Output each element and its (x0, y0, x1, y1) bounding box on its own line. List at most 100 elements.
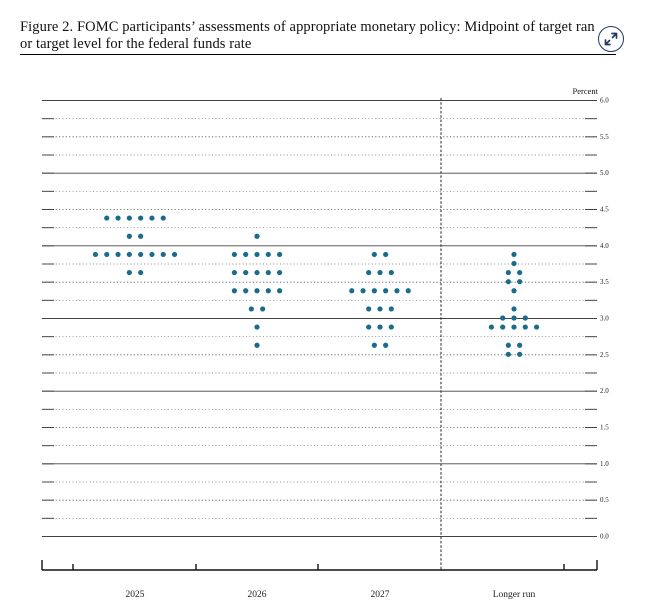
y-tick-label: 0.5 (600, 496, 609, 504)
y-tick-label: 5.0 (600, 169, 609, 177)
figure-caption: Figure 2. FOMC participants’ assessments… (20, 19, 605, 53)
participant-dot (104, 215, 110, 221)
participant-dot (138, 215, 144, 221)
participant-dot (104, 251, 110, 258)
participant-dot (138, 233, 144, 239)
participant-dot (388, 306, 394, 312)
participant-dot (254, 269, 260, 276)
participant-dot (500, 315, 506, 321)
participant-dot (254, 342, 260, 348)
participant-dot (126, 251, 132, 258)
x-tick-label: 2025 (126, 590, 145, 600)
participant-dot (517, 279, 523, 285)
participant-dot (505, 351, 511, 357)
participant-dot (377, 306, 383, 312)
participant-dot (231, 269, 237, 276)
participant-dot (534, 324, 540, 330)
participant-dot (388, 324, 394, 330)
participant-dot (383, 288, 389, 294)
y-tick-label: 2.5 (600, 351, 609, 359)
participant-dot (511, 324, 517, 330)
x-tick-label: 2026 (248, 590, 267, 600)
y-axis-unit-label: Percent (573, 86, 599, 96)
participant-dot (277, 251, 283, 258)
y-tick-label: 4.5 (600, 206, 609, 214)
participant-dot (366, 306, 372, 312)
participant-dot (511, 306, 517, 312)
y-tick-label: 6.0 (600, 97, 609, 105)
participant-dot (371, 251, 377, 258)
participant-dot (517, 342, 523, 348)
participant-dot (277, 288, 283, 294)
participant-dot (138, 251, 144, 258)
participant-dot (254, 233, 260, 239)
y-tick-label: 0.0 (600, 533, 609, 541)
participant-dot (265, 269, 271, 276)
y-tick-label: 4.0 (600, 242, 609, 250)
participant-dot (505, 269, 511, 276)
participant-dot (360, 288, 366, 294)
participant-dot (505, 279, 511, 285)
participant-dot (522, 324, 528, 330)
participant-dot (377, 269, 383, 276)
participant-dot (160, 251, 166, 258)
participant-dot (371, 342, 377, 348)
x-tick-label: Longer run (493, 590, 536, 600)
participant-dot (254, 324, 260, 330)
participant-dot (149, 215, 155, 221)
participant-dot (254, 251, 260, 258)
participant-dot (260, 306, 266, 312)
participant-dot (522, 315, 528, 321)
participant-dot (405, 288, 411, 294)
participant-dot (171, 251, 178, 258)
participant-dot (138, 269, 144, 276)
participant-dot (160, 215, 166, 221)
expand-button[interactable] (598, 26, 624, 52)
participant-dot (248, 306, 254, 312)
participant-dot (126, 269, 132, 276)
participant-dot (92, 251, 99, 258)
y-tick-label: 3.0 (600, 315, 609, 323)
participant-dot (511, 315, 517, 321)
participant-dot (243, 269, 249, 276)
participant-dot (517, 351, 523, 357)
participant-dot (115, 215, 121, 221)
participant-dot (505, 342, 511, 348)
participant-dot (243, 288, 249, 294)
participant-dot (511, 260, 517, 267)
participant-dot (517, 269, 523, 276)
caption-line-2: or target level for the federal funds ra… (20, 36, 252, 52)
participant-dot (231, 288, 237, 294)
y-tick-label: 1.5 (600, 424, 609, 432)
y-tick-label: 1.0 (600, 460, 609, 468)
expand-arrows-icon (604, 32, 618, 46)
participant-dot (231, 251, 237, 258)
participant-dot (149, 251, 155, 258)
participant-dot (511, 288, 517, 294)
participant-dot (383, 251, 389, 258)
participant-dot (254, 288, 260, 294)
participant-dot (500, 324, 506, 330)
participant-dot (488, 324, 494, 330)
participant-dot (265, 251, 271, 258)
participant-dot (126, 233, 132, 239)
participant-dot (126, 215, 132, 221)
participant-dot (383, 342, 389, 348)
caption-rule (20, 54, 616, 55)
participant-dot (377, 324, 383, 330)
caption-line-1: Figure 2. FOMC participants’ assessments… (20, 19, 595, 35)
participant-dot (371, 288, 377, 294)
participant-dot (366, 324, 372, 330)
y-tick-label: 2.0 (600, 387, 609, 395)
participant-dot (349, 288, 355, 294)
x-tick-label: 2027 (371, 590, 390, 600)
participant-dot (277, 269, 283, 276)
participant-dot (394, 288, 400, 294)
participant-dot (511, 251, 517, 258)
y-tick-label: 5.5 (600, 133, 609, 141)
y-tick-label: 3.5 (600, 278, 609, 286)
participant-dot (243, 251, 249, 258)
participant-dot (265, 288, 271, 294)
participant-dot (115, 251, 121, 258)
